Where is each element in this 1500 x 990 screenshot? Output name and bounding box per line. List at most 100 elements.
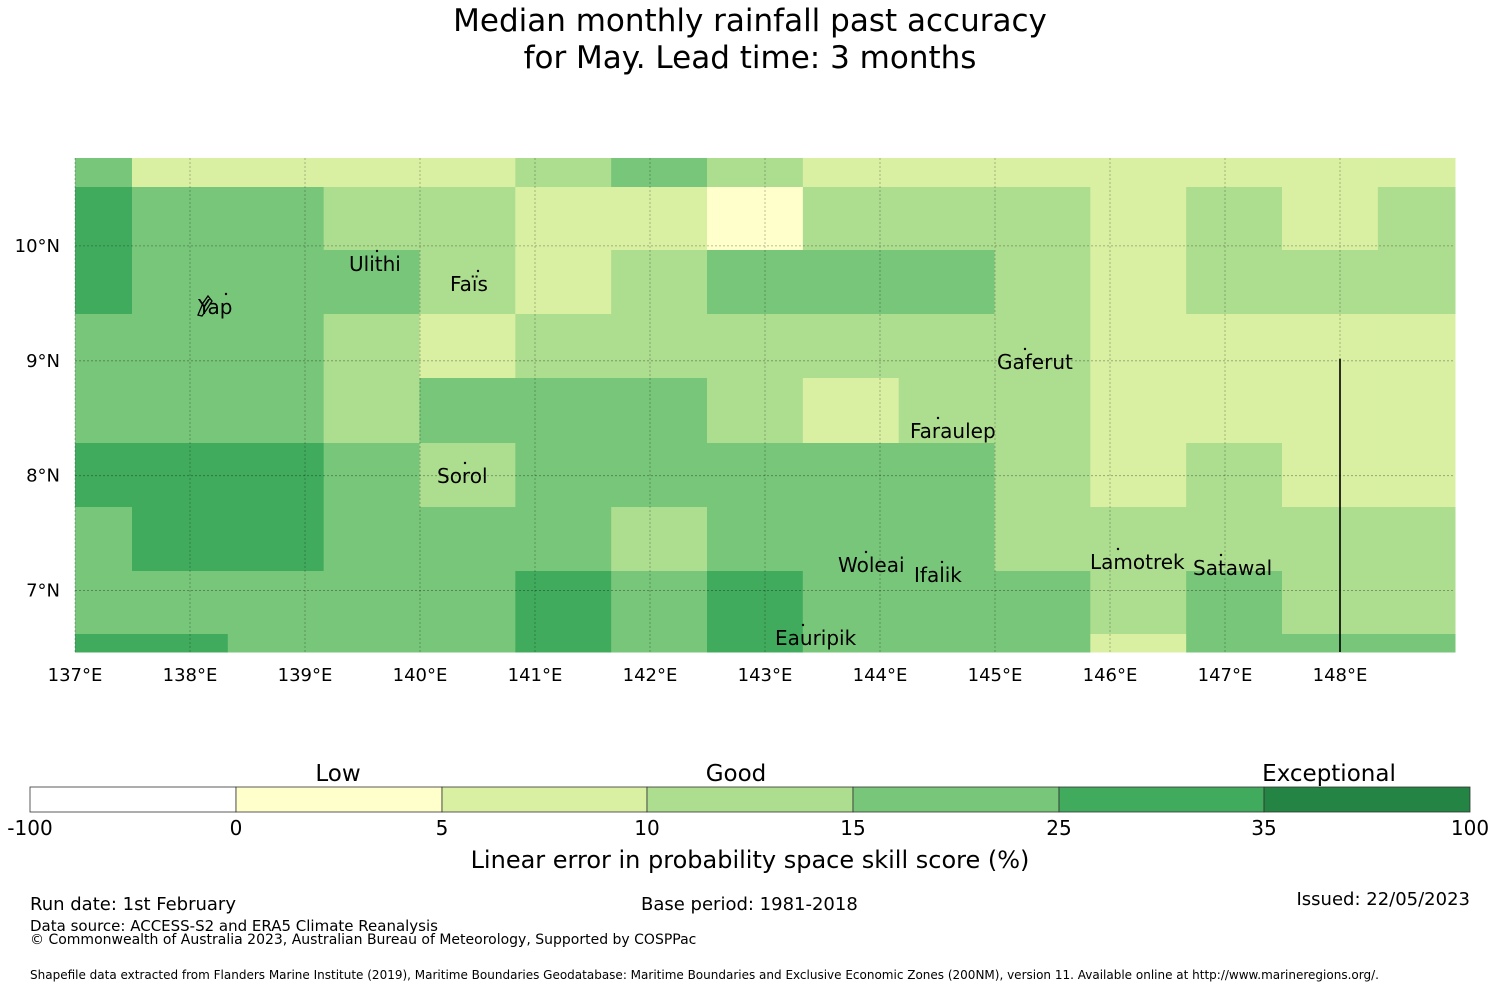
grid-cell xyxy=(898,443,995,508)
lon-tick-label: 142°E xyxy=(623,665,678,686)
place-label: Woleai xyxy=(838,553,905,577)
island-dot xyxy=(1116,547,1120,551)
grid-cell xyxy=(1090,158,1187,188)
copyright: © Commonwealth of Australia 2023, Austra… xyxy=(30,932,697,948)
grid-cell xyxy=(994,187,1091,251)
grid-cell xyxy=(515,250,612,315)
grid-cell xyxy=(802,507,900,572)
island-dot xyxy=(463,461,467,465)
lon-tick-label: 144°E xyxy=(853,665,908,686)
grid-cell xyxy=(707,187,804,251)
grid-cell xyxy=(227,187,325,251)
grid-cell xyxy=(1282,443,1379,508)
grid-cell xyxy=(802,314,900,379)
grid-cell xyxy=(75,250,133,315)
colorbar-tick-label: 100 xyxy=(1451,816,1489,840)
grid-cell xyxy=(1186,158,1283,188)
place-label: Sorol xyxy=(437,464,488,488)
grid-cell xyxy=(802,187,900,251)
grid-cell xyxy=(323,443,420,508)
grid-cell xyxy=(227,443,325,508)
grid-cell xyxy=(515,158,612,188)
colorbar-tick-label: 35 xyxy=(1251,816,1276,840)
grid-cell xyxy=(323,571,420,635)
grid-cell xyxy=(75,571,133,635)
colorbar-tick-label: 0 xyxy=(230,816,243,840)
island-dot xyxy=(1023,347,1027,351)
place-label: Satawal xyxy=(1193,556,1272,580)
grid-cell xyxy=(1090,314,1187,379)
colorbar-tick-label: 15 xyxy=(840,816,865,840)
lon-tick-label: 138°E xyxy=(163,665,218,686)
colorbar-tick-label: -100 xyxy=(7,816,52,840)
grid-cell xyxy=(1377,634,1456,653)
place-label: Eauripik xyxy=(775,626,857,650)
grid-cell xyxy=(515,187,612,251)
colorbar-category-label: Low xyxy=(315,761,360,787)
colorbar-category-label: Exceptional xyxy=(1262,761,1396,787)
colorbar-segment xyxy=(1263,786,1471,813)
grid-cell xyxy=(898,187,995,251)
colorbar: -100 0 5 10 15 25 35 100 Low Good Exceptional Linea… xyxy=(7,761,1489,874)
grid-cell xyxy=(802,571,900,635)
colorbar-category-label: Good xyxy=(706,761,767,787)
grid-cell xyxy=(1377,158,1456,188)
grid-cell xyxy=(132,634,229,653)
grid-cell xyxy=(419,507,516,572)
grid-cell xyxy=(132,507,229,572)
grid-cell xyxy=(994,378,1091,444)
grid-cell xyxy=(1377,443,1456,508)
island-dot xyxy=(1219,553,1223,557)
grid-cell xyxy=(132,378,229,444)
lon-tick-label: 146°E xyxy=(1083,665,1138,686)
grid-cell xyxy=(75,634,133,653)
place-label: Faïs xyxy=(450,272,488,296)
grid-cell xyxy=(1090,250,1187,315)
grid-cell xyxy=(132,443,229,508)
grid-cell xyxy=(1377,571,1456,635)
grid-cell xyxy=(707,443,804,508)
grid-cell xyxy=(611,378,708,444)
grid-cell xyxy=(1377,187,1456,251)
island-dot xyxy=(224,292,228,296)
grid-cell xyxy=(75,187,133,251)
grid-cell xyxy=(75,378,133,444)
grid-cell xyxy=(1186,250,1283,315)
grid-cell xyxy=(707,634,804,653)
grid-cell xyxy=(227,250,325,315)
data-source: Data source: ACCESS-S2 and ERA5 Climate … xyxy=(30,917,438,935)
grid-cell xyxy=(1090,507,1187,572)
grid-cell xyxy=(227,507,325,572)
place-labels: Yap Ulithi Faïs Gaferut Faraulep Sorol Woleai I… xyxy=(197,252,1272,650)
grid-cell xyxy=(707,507,804,572)
grid-cell xyxy=(611,187,708,251)
grid-cell xyxy=(227,571,325,635)
graticule xyxy=(74,158,1455,652)
grid-cell xyxy=(515,507,612,572)
grid-cell xyxy=(227,634,325,653)
grid-cell xyxy=(419,443,516,508)
island-dot xyxy=(375,249,379,253)
lon-tick-label: 137°E xyxy=(48,665,103,686)
grid-cell xyxy=(323,314,420,379)
lon-tick-label: 148°E xyxy=(1313,665,1368,686)
grid-cell xyxy=(1090,187,1187,251)
chart-title-line1: Median monthly rainfall past accuracy xyxy=(453,3,1047,39)
grid-cell xyxy=(1282,634,1379,653)
grid-cell xyxy=(611,443,708,508)
lat-tick-label: 9°N xyxy=(26,351,60,372)
grid-cell xyxy=(419,378,516,444)
grid-cell xyxy=(707,378,804,444)
grid-cell xyxy=(994,250,1091,315)
lat-tick-label: 8°N xyxy=(26,466,60,487)
grid-cell xyxy=(323,634,420,653)
grid-cell xyxy=(1282,250,1379,315)
base-period: Base period: 1981-2018 xyxy=(641,894,858,915)
grid-cell xyxy=(132,158,229,188)
grid-cell xyxy=(515,571,612,635)
colorbar-tick-label: 10 xyxy=(634,816,659,840)
colorbar-segment xyxy=(235,786,443,813)
grid-cell xyxy=(898,250,995,315)
grid-cell xyxy=(1282,507,1379,572)
grid-cell xyxy=(611,250,708,315)
